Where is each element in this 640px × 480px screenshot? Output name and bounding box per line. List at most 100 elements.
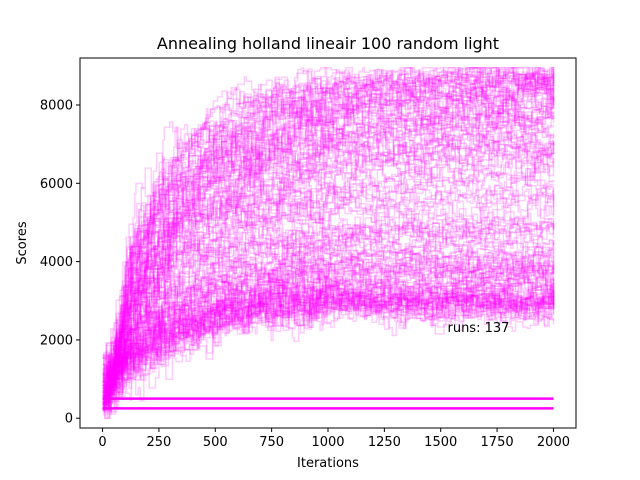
run-line xyxy=(102,284,555,388)
run-line xyxy=(102,118,555,383)
run-line xyxy=(102,129,555,379)
x-tick-label: 1000 xyxy=(311,435,344,450)
run-line xyxy=(102,71,555,393)
run-line xyxy=(102,67,555,410)
run-line xyxy=(102,234,555,400)
run-line xyxy=(102,274,555,382)
run-line xyxy=(102,67,555,409)
run-line xyxy=(102,67,555,412)
x-tick-label: 1500 xyxy=(424,435,457,450)
run-line xyxy=(102,275,555,382)
run-line xyxy=(102,289,555,380)
run-line xyxy=(102,255,555,394)
chart-title: Annealing holland lineair 100 random lig… xyxy=(157,34,499,53)
run-line xyxy=(102,263,555,395)
run-line xyxy=(102,162,555,408)
run-line xyxy=(102,282,555,399)
run-line xyxy=(102,67,555,410)
run-line xyxy=(102,80,555,396)
run-line xyxy=(102,88,555,410)
run-line xyxy=(102,190,555,408)
run-line xyxy=(102,189,555,418)
run-line xyxy=(102,106,555,383)
run-line xyxy=(102,286,555,396)
run-line xyxy=(102,67,555,406)
run-line xyxy=(102,229,555,397)
run-line xyxy=(102,198,555,405)
run-line xyxy=(102,67,555,395)
y-axis-label: Scores xyxy=(15,221,30,264)
run-line xyxy=(102,212,555,402)
run-line xyxy=(102,191,555,400)
run-line xyxy=(102,115,555,393)
x-tick-label: 1250 xyxy=(368,435,401,450)
run-line xyxy=(102,70,555,407)
run-line xyxy=(102,67,555,413)
run-line xyxy=(102,292,555,387)
run-line xyxy=(102,277,555,402)
y-tick-label: 6000 xyxy=(40,177,73,192)
run-line xyxy=(102,110,555,389)
run-line xyxy=(102,294,555,387)
run-line xyxy=(102,122,555,397)
run-line xyxy=(102,243,555,408)
run-line xyxy=(102,105,555,397)
series-lines xyxy=(102,67,555,419)
run-line xyxy=(102,274,555,400)
run-line xyxy=(102,283,555,382)
run-line xyxy=(102,284,555,377)
x-tick-label: 1750 xyxy=(481,435,514,450)
run-line xyxy=(102,246,555,393)
run-line xyxy=(102,255,555,393)
run-line xyxy=(102,292,555,375)
run-line xyxy=(102,224,555,401)
run-line xyxy=(102,95,555,378)
run-line xyxy=(102,272,555,384)
run-line xyxy=(102,81,555,403)
run-line xyxy=(102,281,555,370)
run-line xyxy=(102,117,555,398)
run-line xyxy=(102,266,555,399)
y-tick-label: 4000 xyxy=(40,255,73,270)
run-line xyxy=(102,234,555,395)
run-line xyxy=(102,155,555,406)
run-line xyxy=(102,67,555,406)
run-line xyxy=(102,229,555,419)
run-line xyxy=(102,292,555,372)
run-line xyxy=(102,85,555,390)
x-tick-label: 500 xyxy=(203,435,228,450)
run-line xyxy=(102,118,555,391)
run-line xyxy=(102,248,555,398)
run-line xyxy=(102,280,555,396)
run-line xyxy=(102,245,555,403)
run-line xyxy=(102,67,555,411)
run-line xyxy=(102,225,555,404)
run-line xyxy=(102,75,555,410)
run-line xyxy=(102,287,554,373)
run-line xyxy=(102,172,555,405)
run-line xyxy=(102,283,555,376)
x-axis-label: Iterations xyxy=(297,456,359,471)
run-line xyxy=(102,127,555,377)
y-tick-label: 8000 xyxy=(40,98,73,113)
run-line xyxy=(102,277,555,396)
run-line xyxy=(102,151,555,403)
run-line xyxy=(102,216,555,411)
run-line xyxy=(102,255,555,401)
run-line xyxy=(102,69,555,404)
run-line xyxy=(102,105,555,403)
run-line xyxy=(102,277,555,394)
run-line xyxy=(102,261,555,394)
run-line xyxy=(102,88,555,397)
run-line xyxy=(102,256,555,393)
run-line xyxy=(102,250,555,394)
run-line xyxy=(102,67,555,412)
run-line xyxy=(102,251,555,391)
run-line xyxy=(102,170,554,402)
run-line xyxy=(102,191,555,406)
run-line xyxy=(102,266,555,400)
run-line xyxy=(102,105,555,396)
run-line xyxy=(102,92,555,404)
run-line xyxy=(102,217,555,399)
